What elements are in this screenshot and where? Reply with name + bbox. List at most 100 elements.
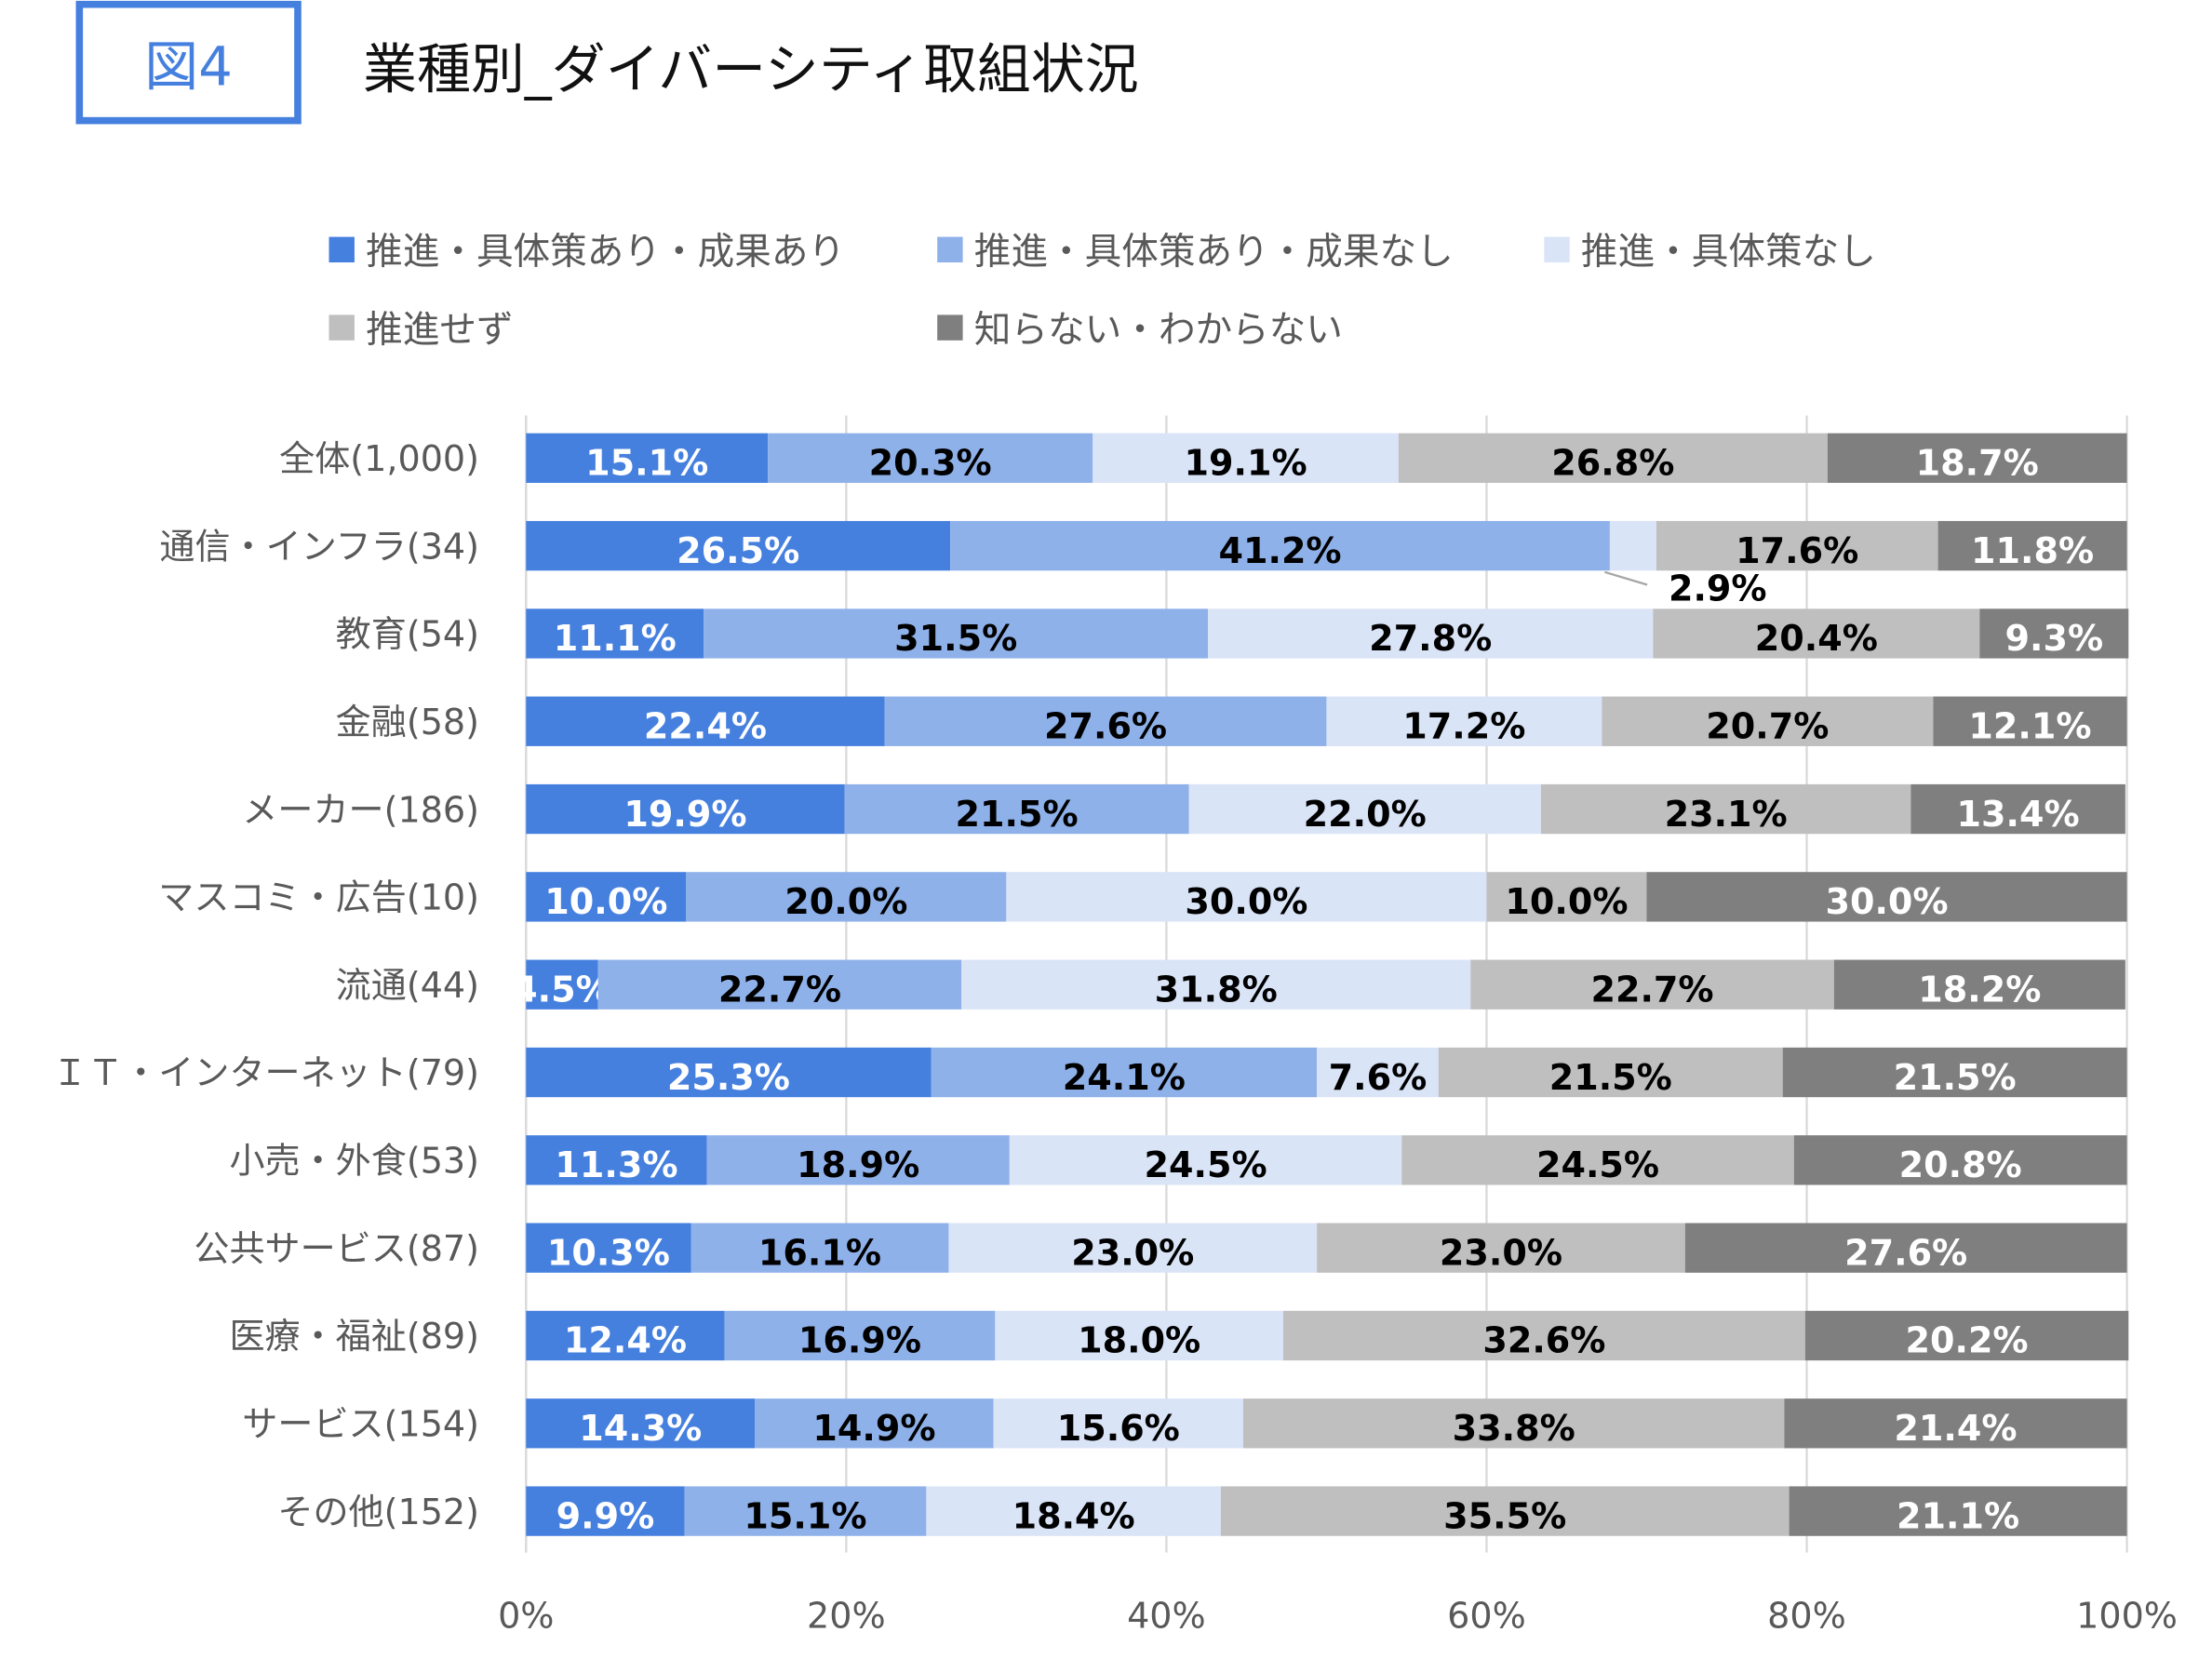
bar-segment [684, 1486, 927, 1536]
bar-segment [526, 520, 951, 571]
data-label: 19.1% [1185, 443, 1307, 484]
bar-segment [526, 696, 885, 746]
x-tick-label: 40% [1127, 1595, 1206, 1636]
category-label: マスコミ・広告(10) [158, 877, 479, 918]
data-label: 20.4% [1755, 618, 1878, 659]
data-label: 18.7% [1916, 443, 2039, 484]
legend-label: 推進せず [366, 308, 513, 351]
legend-swatch [937, 236, 963, 263]
data-label: 7.6% [1329, 1057, 1428, 1098]
bar-segment [1653, 609, 1980, 659]
data-label: 21.5% [956, 794, 1079, 835]
data-label: 9.3% [2004, 618, 2103, 659]
bar-segment [1220, 1486, 1790, 1536]
bar-segment [1784, 1398, 2127, 1449]
bar-segment [1910, 783, 2125, 835]
data-label: 18.0% [1078, 1320, 1200, 1361]
x-tick-label: 60% [1447, 1595, 1526, 1636]
bar-segment [1317, 1047, 1439, 1098]
bar-segment [1208, 609, 1654, 659]
bar-segment [995, 1310, 1283, 1361]
data-label: 33.8% [1453, 1408, 1575, 1449]
bar-segment [1833, 959, 2125, 1010]
data-label: 12.1% [1968, 706, 2091, 747]
legend-swatch [328, 314, 355, 341]
bar-segment [526, 433, 769, 483]
data-label: 19.9% [623, 794, 746, 835]
data-label: 26.5% [677, 530, 799, 571]
data-label: 30.0% [1825, 881, 1948, 922]
x-tick-label: 20% [807, 1595, 886, 1636]
data-label: 27.6% [1044, 706, 1167, 747]
bar-segment [724, 1310, 996, 1361]
bar-segment [1188, 783, 1541, 835]
data-label: 17.2% [1402, 706, 1525, 747]
data-label: 21.1% [1897, 1495, 2019, 1536]
data-label: 15.1% [744, 1495, 866, 1536]
x-tick-label: 100% [2076, 1595, 2178, 1636]
category-label: その他(152) [277, 1492, 479, 1532]
chart-title: 業種別_ダイバーシティ取組状況 [363, 38, 1139, 101]
data-label: 14.9% [812, 1408, 935, 1449]
data-label: 27.6% [1844, 1232, 1967, 1273]
data-label: 11.1% [554, 618, 677, 659]
data-label: 20.2% [1905, 1320, 2028, 1361]
category-label: 小売・外食(53) [229, 1141, 479, 1182]
data-label: 22.0% [1304, 794, 1427, 835]
figure-label: 図4 [144, 35, 233, 99]
data-label: 15.6% [1057, 1408, 1180, 1449]
bar-segment [1804, 1310, 2129, 1361]
bar-segment [526, 1047, 932, 1098]
bar-segment [1486, 872, 1647, 922]
bar-segment [961, 959, 1471, 1010]
data-label: 10.0% [544, 881, 667, 922]
x-tick-label: 0% [498, 1595, 554, 1636]
category-label: メーカー(186) [242, 789, 479, 830]
data-label: 24.5% [1536, 1144, 1659, 1185]
legend-swatch [937, 314, 963, 341]
legend-swatch [328, 236, 355, 263]
legend-label: 知らない・わからない [974, 308, 1343, 351]
category-label: 教育(54) [336, 614, 479, 655]
category-label: 公共サービス(87) [194, 1228, 479, 1269]
data-label: 20.3% [869, 443, 992, 484]
data-label: 24.1% [1063, 1057, 1186, 1098]
bar-segment [884, 696, 1327, 746]
bar-segment [1317, 1223, 1685, 1273]
bar-segment [844, 783, 1189, 835]
bar-segment [526, 1135, 707, 1185]
bar-segment [1282, 1310, 1805, 1361]
data-label: 11.8% [1971, 530, 2094, 571]
data-label: 20.7% [1706, 706, 1829, 747]
legend-label: 推進・具体策なし [1581, 231, 1876, 274]
data-label: 2.9% [1669, 568, 1767, 609]
bar-segment [704, 609, 1209, 659]
bar-segment [950, 520, 1610, 571]
bar-segment [1242, 1398, 1785, 1449]
bar-segment [686, 872, 1007, 922]
data-label: 30.0% [1185, 881, 1307, 922]
category-label: サービス(154) [242, 1403, 479, 1444]
bar-segment [526, 1486, 685, 1536]
data-label: 17.6% [1736, 530, 1858, 571]
data-label: 9.9% [556, 1495, 655, 1536]
bar-segment [597, 959, 962, 1010]
data-label: 32.6% [1482, 1320, 1605, 1361]
bar-segment [755, 1398, 994, 1449]
bar-segment [526, 609, 704, 659]
bar-segment [1398, 433, 1828, 483]
gridlines [525, 415, 2128, 1553]
bar-segment [1933, 696, 2127, 746]
category-label: 金融(58) [336, 702, 479, 743]
leader-line [1604, 570, 1648, 586]
category-label: 全体(1,000) [279, 438, 479, 479]
data-label: 24.5% [1145, 1144, 1267, 1185]
data-label: 23.0% [1071, 1232, 1194, 1273]
bar-segment [526, 1310, 725, 1361]
bar-segment [1540, 783, 1911, 835]
data-label: 15.1% [585, 443, 708, 484]
bar-segment [526, 959, 598, 1010]
bar-segment [706, 1135, 1010, 1185]
